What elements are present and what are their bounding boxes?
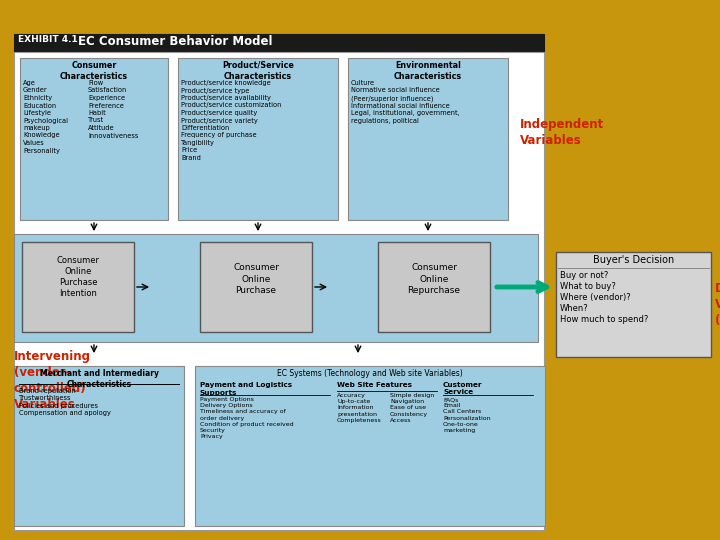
Text: Brand reputation
Trustworthiness
Policies and procedures
Compensation and apolog: Brand reputation Trustworthiness Policie… bbox=[19, 388, 111, 416]
Bar bbox=[14, 34, 544, 52]
Text: Accuracy
Up-to-cate
Information
presentation
Completeness: Accuracy Up-to-cate Information presenta… bbox=[337, 393, 382, 423]
Text: Payment and Logistics
Supports: Payment and Logistics Supports bbox=[200, 382, 292, 395]
Text: Independent
Variables: Independent Variables bbox=[520, 118, 604, 147]
Bar bbox=[14, 366, 184, 526]
Text: Intervening
(vendor-
controlled)
Variables: Intervening (vendor- controlled) Variabl… bbox=[14, 350, 91, 411]
Text: EC Consumer Behavior Model: EC Consumer Behavior Model bbox=[78, 35, 272, 48]
Text: Buy or not?
What to buy?
Where (vendor)?
When?
How much to spend?: Buy or not? What to buy? Where (vendor)?… bbox=[560, 271, 649, 325]
Text: Product/Service
Characteristics: Product/Service Characteristics bbox=[222, 61, 294, 81]
Bar bbox=[195, 366, 545, 526]
Text: FAQs
Email
Call Centers
Personalization
One-to-one
marketing: FAQs Email Call Centers Personalization … bbox=[443, 397, 490, 433]
Text: Culture
Normative social influence
(Peer/superior influence)
Informational socia: Culture Normative social influence (Peer… bbox=[351, 80, 459, 124]
Bar bbox=[200, 242, 312, 332]
Text: Web Site Features: Web Site Features bbox=[337, 382, 412, 388]
Text: Environmental
Characteristics: Environmental Characteristics bbox=[394, 61, 462, 81]
Text: Consumer
Online
Purchase: Consumer Online Purchase bbox=[233, 264, 279, 295]
Bar bbox=[20, 58, 168, 220]
Text: Product/service knowledge
Product/service type
Product/service availability
Prod: Product/service knowledge Product/servic… bbox=[181, 80, 282, 161]
Text: Merchant and Intermediary
Characteristics: Merchant and Intermediary Characteristic… bbox=[40, 369, 158, 389]
Text: Consumer
Characteristics: Consumer Characteristics bbox=[60, 61, 128, 81]
Text: Dependent
Variables
(Results): Dependent Variables (Results) bbox=[715, 282, 720, 327]
Bar bbox=[178, 58, 338, 220]
Text: Consumer
Online
Purchase
Intention: Consumer Online Purchase Intention bbox=[56, 256, 99, 298]
Text: Age
Gender
Ethnicity
Education
Lifestyle
Psychological
makeup
Knowledge
Values
P: Age Gender Ethnicity Education Lifestyle… bbox=[23, 80, 68, 153]
Text: Simple design
Navigation
Ease of use
Consistency
Access: Simple design Navigation Ease of use Con… bbox=[390, 393, 434, 423]
Text: Customer
Service: Customer Service bbox=[443, 382, 482, 395]
Text: EC Systems (Technology and Web site Variables): EC Systems (Technology and Web site Vari… bbox=[277, 369, 463, 378]
Bar bbox=[22, 242, 134, 332]
Bar bbox=[556, 252, 711, 357]
Text: Buyer's Decision: Buyer's Decision bbox=[593, 255, 674, 265]
Text: Flow
Satisfaction
Experience
Preference
Habit
Trust
Attitude
Innovativeness: Flow Satisfaction Experience Preference … bbox=[88, 80, 138, 138]
Bar bbox=[14, 234, 538, 342]
Bar bbox=[14, 52, 544, 530]
Text: Consumer
Online
Repurchase: Consumer Online Repurchase bbox=[408, 264, 461, 295]
Text: Payment Options
Delivery Options
Timeliness and accuracy of
order delivery
Condi: Payment Options Delivery Options Timelin… bbox=[200, 397, 294, 439]
Text: EXHIBIT 4.1: EXHIBIT 4.1 bbox=[18, 35, 78, 44]
Bar bbox=[348, 58, 508, 220]
Bar bbox=[378, 242, 490, 332]
